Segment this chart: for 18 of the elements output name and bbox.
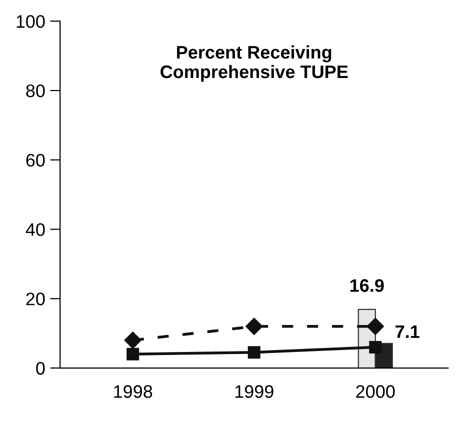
point bbox=[248, 346, 260, 359]
point bbox=[124, 332, 142, 349]
y-tick-label: 60 bbox=[26, 154, 45, 167]
y-tick-label: 40 bbox=[26, 223, 45, 236]
point bbox=[126, 348, 140, 360]
y-tick-label: 0 bbox=[36, 362, 45, 375]
x-tick-label: 1999 bbox=[235, 385, 274, 398]
y-tick-label: 100 bbox=[16, 15, 45, 28]
y-tick-label: 20 bbox=[26, 292, 45, 306]
data-label: 16.9 bbox=[350, 279, 384, 292]
data-label: 7.1 bbox=[396, 325, 420, 338]
point bbox=[246, 318, 263, 335]
x-tick-label: 1998 bbox=[114, 385, 152, 398]
x-tick-label: 2000 bbox=[356, 385, 395, 398]
y-tick-label: 80 bbox=[26, 84, 45, 98]
text: Percent Receiving Comprehensive TUPE bbox=[160, 45, 348, 82]
point bbox=[369, 340, 382, 354]
point bbox=[366, 318, 384, 335]
